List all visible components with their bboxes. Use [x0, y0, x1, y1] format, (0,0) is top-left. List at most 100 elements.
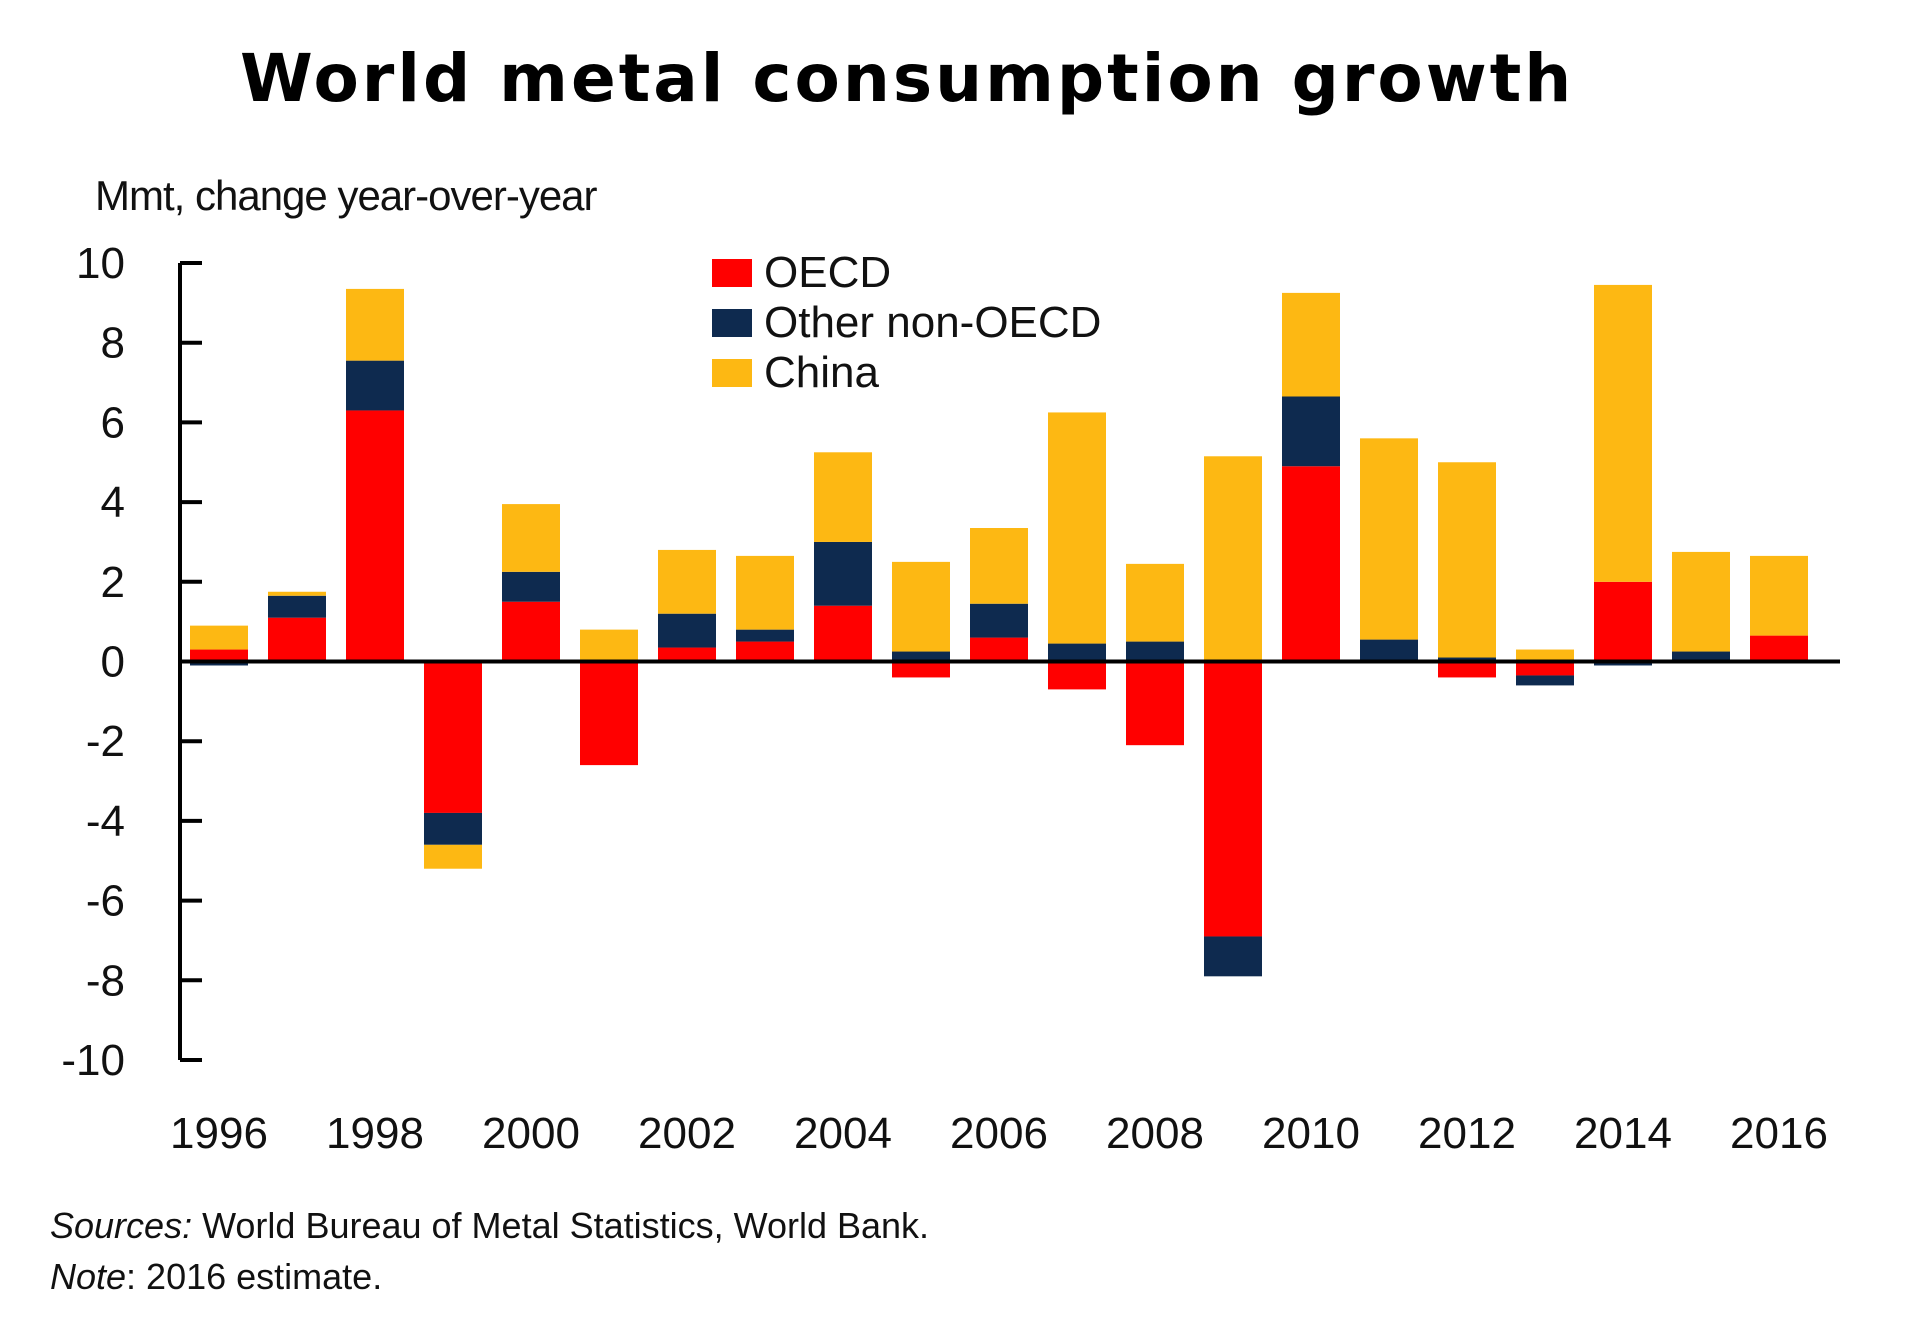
bar-other-non-oecd-2006: [970, 603, 1028, 638]
bar-china-2016: [1750, 555, 1808, 636]
x-tick-label: 2012: [1418, 1109, 1516, 1158]
bar-oecd-2006: [970, 637, 1028, 662]
legend-label: Other non-OECD: [764, 298, 1102, 347]
footnote: Note: 2016 estimate.: [50, 1256, 382, 1298]
x-tick-label: 2002: [638, 1109, 736, 1158]
y-tick-label: -8: [86, 956, 125, 1005]
note-lead: Note: [50, 1256, 127, 1297]
bar-oecd-2008: [1126, 661, 1184, 746]
bar-china-2013: [1516, 649, 1574, 662]
y-tick-label: -4: [86, 797, 125, 846]
legend-swatch-other-non-oecd: [712, 309, 752, 337]
y-tick-labels: 10 8 6 4 2 0 -2 -4 -6 -8 -10: [61, 239, 125, 1085]
bar-other-non-oecd-2013: [1516, 675, 1574, 686]
bar-china-1998: [346, 288, 404, 361]
bar-oecd-2001: [580, 661, 638, 766]
x-tick-label: 2008: [1106, 1109, 1204, 1158]
bar-oecd-1996: [190, 649, 248, 662]
bar-china-2008: [1126, 563, 1184, 642]
legend-swatch-oecd: [712, 259, 752, 287]
bar-china-1997: [268, 591, 326, 596]
bar-other-non-oecd-1997: [268, 595, 326, 618]
legend-item-other-non-oecd: Other non-OECD: [712, 298, 1101, 348]
bar-china-2000: [502, 504, 560, 572]
y-tick-label: -2: [86, 717, 125, 766]
bar-china-1999: [424, 844, 482, 869]
bar-china-2012: [1438, 462, 1496, 658]
bar-china-2007: [1048, 412, 1106, 644]
bar-china-2003: [736, 555, 794, 630]
x-tick-label: 2004: [794, 1109, 892, 1158]
chart-title: World metal consumption growth: [240, 40, 1575, 117]
x-tick-label: 1998: [326, 1109, 424, 1158]
bar-oecd-2012: [1438, 661, 1496, 678]
bar-china-2011: [1360, 438, 1418, 640]
bar-other-non-oecd-2015: [1672, 651, 1730, 662]
legend-label: China: [764, 348, 879, 397]
legend-item-china: China: [712, 348, 1101, 398]
bar-china-2004: [814, 452, 872, 542]
bar-other-non-oecd-1998: [346, 360, 404, 411]
x-tick-label: 2016: [1730, 1109, 1828, 1158]
bar-other-non-oecd-2004: [814, 541, 872, 606]
y-tick-label: 8: [101, 319, 125, 368]
legend-label: OECD: [764, 248, 892, 297]
bar-oecd-2000: [502, 601, 560, 662]
bar-other-non-oecd-2005: [892, 651, 950, 662]
bar-oecd-2005: [892, 661, 950, 678]
bar-oecd-2004: [814, 605, 872, 662]
y-tick-label: 2: [101, 558, 125, 607]
bar-oecd-2014: [1594, 581, 1652, 662]
bar-oecd-1999: [424, 661, 482, 813]
bar-other-non-oecd-2000: [502, 571, 560, 602]
bar-china-2014: [1594, 284, 1652, 582]
bar-other-non-oecd-2002: [658, 613, 716, 648]
bar-china-2009: [1204, 456, 1262, 662]
note-text: : 2016 estimate.: [126, 1256, 383, 1297]
bar-oecd-1998: [346, 410, 404, 662]
bar-china-2010: [1282, 292, 1340, 397]
axes-group: [178, 261, 1840, 1062]
bar-other-non-oecd-2003: [736, 629, 794, 642]
bar-oecd-2016: [1750, 635, 1808, 662]
bar-oecd-1997: [268, 617, 326, 662]
x-tick-label: 2010: [1262, 1109, 1360, 1158]
bar-china-2001: [580, 629, 638, 662]
bar-other-non-oecd-2007: [1048, 643, 1106, 662]
bar-oecd-2007: [1048, 661, 1106, 690]
bar-china-2005: [892, 561, 950, 652]
bar-other-non-oecd-2008: [1126, 641, 1184, 662]
bar-oecd-2010: [1282, 466, 1340, 662]
bar-other-non-oecd-2010: [1282, 396, 1340, 467]
legend: OECD Other non-OECD China: [712, 248, 1101, 398]
bar-china-2002: [658, 549, 716, 614]
bar-other-non-oecd-1999: [424, 812, 482, 845]
y-axis-label: Mmt, change year-over-year: [95, 172, 598, 219]
bar-oecd-2009: [1204, 661, 1262, 937]
y-tick-label: -6: [86, 877, 125, 926]
bar-other-non-oecd-2009: [1204, 936, 1262, 977]
y-tick-label: 10: [76, 239, 125, 288]
legend-item-oecd: OECD: [712, 248, 1101, 298]
y-tick-label: 0: [101, 638, 125, 687]
bar-china-2015: [1672, 551, 1730, 652]
x-tick-label: 1996: [170, 1109, 268, 1158]
sources-lead: Sources:: [50, 1205, 193, 1246]
bar-china-1996: [190, 625, 248, 650]
y-tick-label: 4: [101, 478, 125, 527]
legend-swatch-china: [712, 359, 752, 387]
x-tick-labels: 1996 1998 2000 2002 2004 2006 2008 2010 2012 2014…: [170, 1109, 1828, 1158]
x-tick-label: 2006: [950, 1109, 1048, 1158]
sources-text: World Bureau of Metal Statistics, World …: [192, 1205, 930, 1246]
bar-china-2006: [970, 528, 1028, 604]
bar-oecd-2002: [658, 647, 716, 662]
bar-oecd-2003: [736, 641, 794, 662]
y-tick-label: 6: [101, 398, 125, 447]
bar-other-non-oecd-2011: [1360, 639, 1418, 662]
x-tick-label: 2014: [1574, 1109, 1672, 1158]
x-tick-label: 2000: [482, 1109, 580, 1158]
bar-oecd-2013: [1516, 661, 1574, 676]
sources-note: Sources: World Bureau of Metal Statistic…: [50, 1205, 929, 1247]
y-tick-label: -10: [61, 1036, 125, 1085]
